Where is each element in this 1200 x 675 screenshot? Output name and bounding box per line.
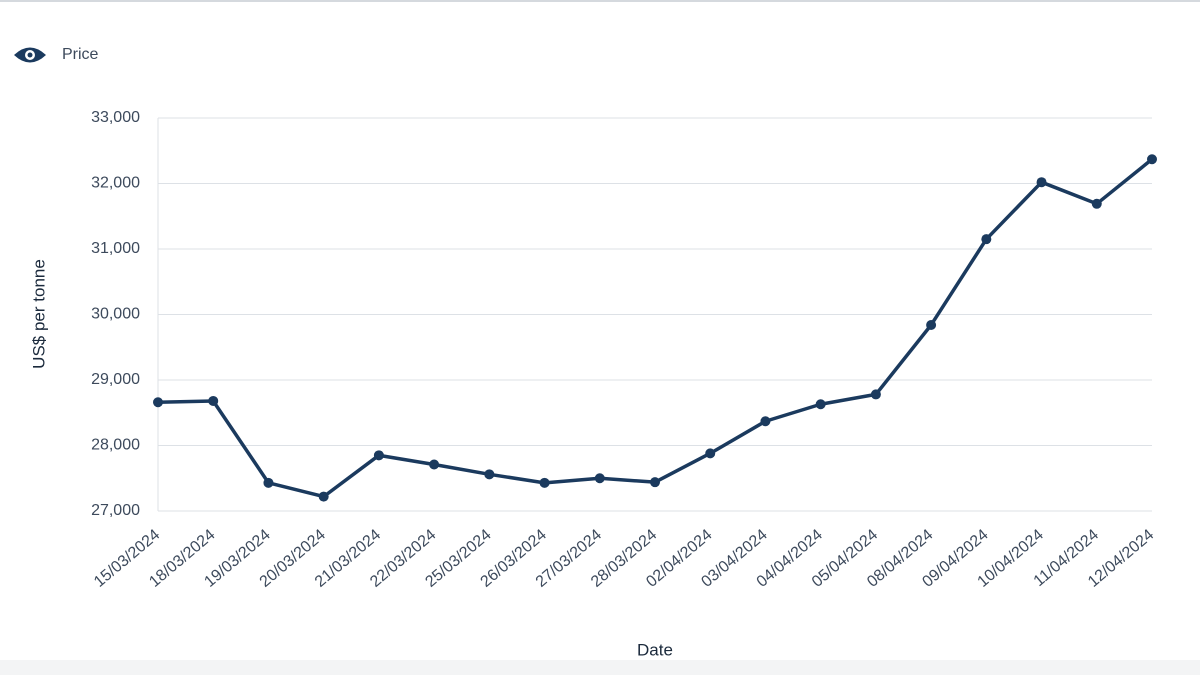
point bbox=[981, 234, 992, 245]
y-axis-title: US$ per tonne bbox=[29, 259, 48, 369]
point bbox=[263, 477, 274, 488]
point bbox=[815, 399, 826, 410]
point bbox=[1091, 198, 1102, 209]
point bbox=[373, 450, 384, 461]
y-tick-label: 30,000 bbox=[91, 306, 140, 323]
point bbox=[926, 319, 937, 330]
top-border bbox=[0, 0, 1200, 2]
point bbox=[484, 469, 495, 480]
legend-item[interactable]: Price bbox=[14, 46, 99, 63]
point bbox=[760, 416, 771, 427]
point bbox=[705, 448, 716, 459]
point bbox=[1036, 177, 1047, 188]
x-axis-title: Date bbox=[637, 640, 673, 659]
y-tick-label: 28,000 bbox=[91, 437, 140, 454]
point bbox=[153, 397, 163, 408]
y-tick-label: 31,000 bbox=[91, 240, 140, 257]
y-tick-label: 29,000 bbox=[91, 371, 140, 388]
point bbox=[318, 491, 329, 502]
legend-label: Price bbox=[62, 46, 99, 63]
point bbox=[870, 389, 881, 400]
y-tick-label: 32,000 bbox=[91, 175, 140, 192]
bottom-strip bbox=[0, 660, 1200, 675]
point bbox=[594, 473, 605, 484]
point bbox=[429, 459, 440, 470]
y-tick-label: 27,000 bbox=[91, 502, 140, 519]
legend-icon-center bbox=[27, 52, 33, 58]
y-tick-label: 33,000 bbox=[91, 109, 140, 126]
point bbox=[1147, 154, 1157, 165]
point bbox=[650, 477, 660, 488]
point bbox=[208, 395, 219, 406]
point bbox=[539, 477, 550, 488]
